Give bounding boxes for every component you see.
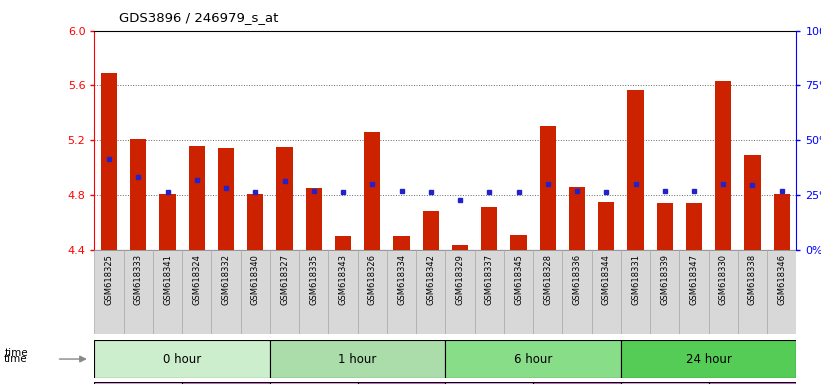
Bar (305, 188, 322, 250)
Bar (277, 147, 292, 250)
Text: GSM618325: GSM618325 (104, 254, 113, 305)
Bar (504, 250, 533, 334)
Bar (452, 245, 468, 250)
Bar (212, 250, 241, 334)
Bar (709, 250, 738, 334)
Bar (657, 203, 672, 250)
Bar (533, 250, 562, 334)
Bar (159, 194, 176, 250)
Text: GSM618341: GSM618341 (163, 254, 172, 305)
Bar (539, 126, 556, 250)
Text: GSM618327: GSM618327 (280, 254, 289, 305)
Bar (715, 81, 732, 250)
Bar (270, 340, 446, 378)
Text: GSM618347: GSM618347 (690, 254, 699, 305)
Bar (446, 382, 533, 384)
Bar (533, 382, 621, 384)
Bar (709, 382, 796, 384)
Text: GSM618346: GSM618346 (777, 254, 787, 305)
Bar (182, 250, 212, 334)
Bar (767, 250, 796, 334)
Bar (592, 250, 621, 334)
Text: 0 hour: 0 hour (163, 353, 201, 366)
Bar (241, 250, 270, 334)
Bar (599, 202, 614, 250)
Text: GSM618344: GSM618344 (602, 254, 611, 305)
Text: GSM618338: GSM618338 (748, 254, 757, 305)
Bar (562, 250, 592, 334)
Bar (475, 250, 504, 334)
Text: GDS3896 / 246979_s_at: GDS3896 / 246979_s_at (119, 12, 278, 25)
Bar (247, 194, 264, 250)
Text: GSM618345: GSM618345 (514, 254, 523, 305)
Bar (358, 250, 387, 334)
Text: GSM618334: GSM618334 (397, 254, 406, 305)
Text: time: time (5, 348, 29, 358)
Bar (650, 250, 680, 334)
Text: GSM618336: GSM618336 (572, 254, 581, 305)
Text: 24 hour: 24 hour (686, 353, 732, 366)
Text: GSM618337: GSM618337 (484, 254, 493, 305)
Bar (153, 250, 182, 334)
Bar (481, 207, 498, 250)
Bar (299, 250, 328, 334)
Bar (328, 250, 358, 334)
Bar (218, 148, 234, 250)
Text: GSM618331: GSM618331 (631, 254, 640, 305)
Bar (511, 235, 526, 250)
Bar (182, 382, 270, 384)
Text: GSM618339: GSM618339 (660, 254, 669, 305)
Bar (94, 382, 182, 384)
Bar (627, 89, 644, 250)
Bar (621, 340, 796, 378)
Bar (416, 250, 446, 334)
Bar (358, 382, 445, 384)
Bar (745, 155, 760, 250)
Text: GSM618328: GSM618328 (544, 254, 553, 305)
Text: GSM618333: GSM618333 (134, 254, 143, 305)
Bar (94, 250, 124, 334)
Text: 1 hour: 1 hour (338, 353, 377, 366)
Bar (773, 194, 790, 250)
Text: GSM618329: GSM618329 (456, 254, 465, 305)
Text: 6 hour: 6 hour (514, 353, 553, 366)
Bar (270, 382, 358, 384)
Bar (446, 340, 621, 378)
Bar (189, 146, 204, 250)
Bar (335, 236, 351, 250)
Text: GSM618342: GSM618342 (426, 254, 435, 305)
Bar (101, 73, 117, 250)
Bar (365, 132, 380, 250)
Text: GSM618330: GSM618330 (718, 254, 727, 305)
Text: GSM618335: GSM618335 (310, 254, 319, 305)
Bar (94, 340, 270, 378)
Text: GSM618326: GSM618326 (368, 254, 377, 305)
Bar (569, 187, 585, 250)
Bar (686, 203, 702, 250)
Bar (621, 382, 709, 384)
Bar (270, 250, 299, 334)
Text: time: time (4, 354, 28, 364)
Bar (124, 250, 153, 334)
Bar (131, 139, 146, 250)
Text: GSM618340: GSM618340 (250, 254, 259, 305)
Bar (621, 250, 650, 334)
Bar (738, 250, 767, 334)
Bar (445, 250, 475, 334)
Bar (387, 250, 416, 334)
Bar (423, 211, 438, 250)
Bar (680, 250, 709, 334)
Bar (393, 236, 410, 250)
Text: GSM618332: GSM618332 (222, 254, 231, 305)
Text: GSM618324: GSM618324 (192, 254, 201, 305)
Text: GSM618343: GSM618343 (338, 254, 347, 305)
